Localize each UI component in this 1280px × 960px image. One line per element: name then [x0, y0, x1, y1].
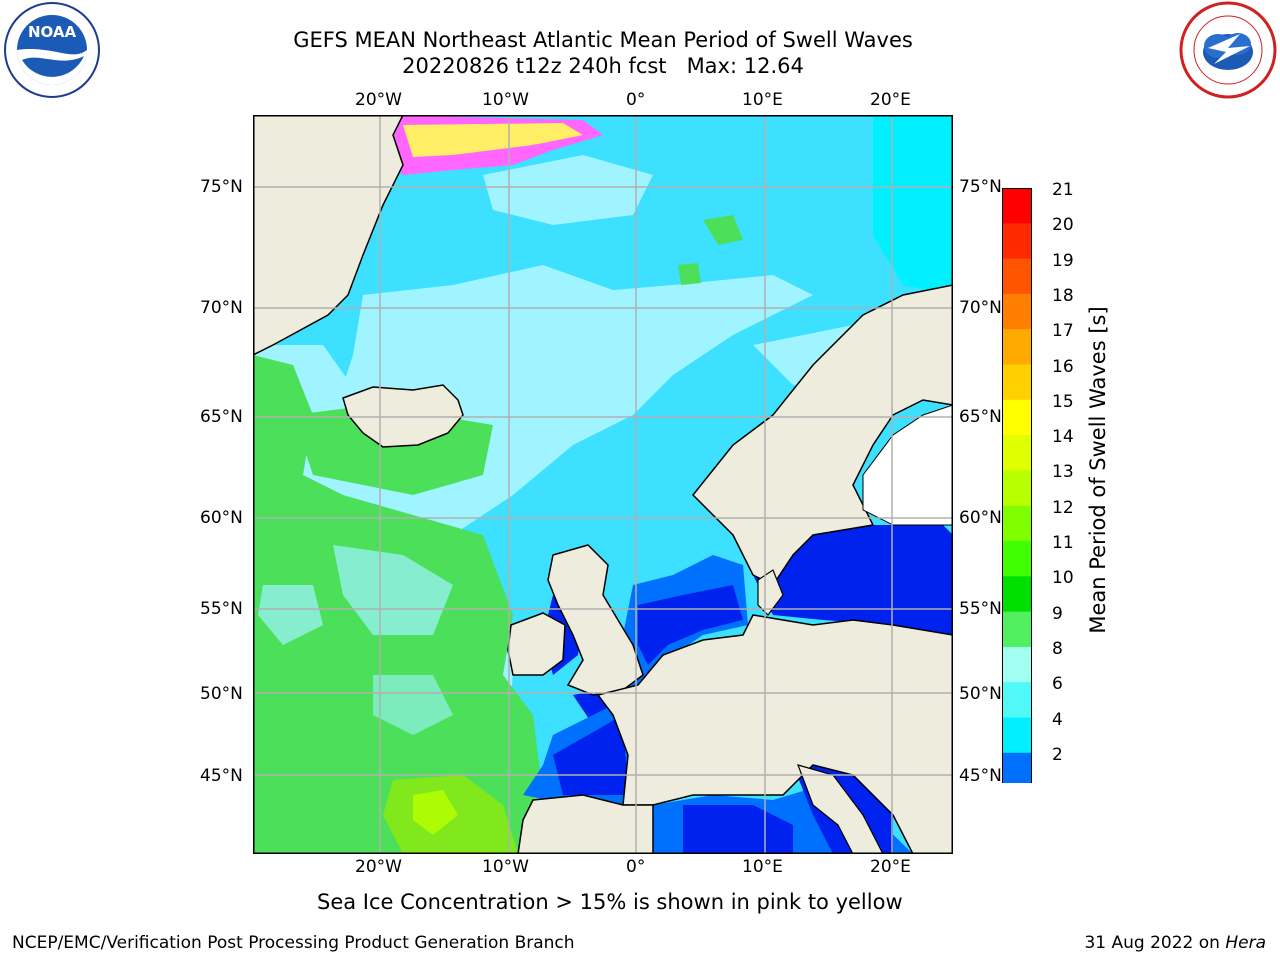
colorbar-tick-label: 6 [1052, 674, 1063, 695]
lat-label-right: 55°N [959, 599, 1002, 619]
colorbar-segment [1002, 364, 1032, 401]
lon-label-top: 20°W [355, 90, 402, 110]
colorbar-tick-label: 19 [1052, 250, 1074, 271]
colorbar-tick-label: 15 [1052, 391, 1074, 412]
footer-date-text: 31 Aug 2022 on [1084, 933, 1226, 953]
colorbar-tick-label: 20 [1052, 215, 1074, 236]
noaa-logo: NOAA [2, 0, 102, 100]
colorbar-tick-label: 13 [1052, 462, 1074, 483]
lat-label-left: 70°N [200, 298, 243, 318]
lat-label-left: 55°N [200, 599, 243, 619]
graticule [253, 115, 953, 854]
colorbar-ticks: 21 20 19 18 17 16 15 14 13 12 11 10 9 8 6 4 2 [1052, 180, 1092, 765]
noaa-logo-text: NOAA [28, 23, 77, 41]
colorbar-tick-label: 18 [1052, 285, 1074, 306]
colorbar-tick-label: 10 [1052, 568, 1074, 589]
lon-label-bottom: 10°E [742, 857, 783, 877]
lat-label-left: 75°N [200, 177, 243, 197]
colorbar-tick-label: 11 [1052, 533, 1074, 553]
lat-label-left: 65°N [200, 407, 243, 427]
colorbar-tick-label: 8 [1052, 638, 1063, 659]
colorbar-segment [1002, 682, 1032, 718]
lat-label-right: 70°N [959, 298, 1002, 318]
colorbar-segment [1002, 717, 1032, 754]
footer-host: Hera [1225, 933, 1266, 953]
colorbar-segment [1002, 188, 1032, 224]
lon-label-bottom: 20°E [870, 857, 911, 877]
colorbar-segment [1002, 576, 1032, 613]
colorbar-tick-label: 14 [1052, 427, 1074, 448]
colorbar-segment [1002, 223, 1032, 260]
colorbar-segment [1002, 399, 1032, 436]
colorbar-segment [1002, 258, 1032, 295]
colorbar-graphic [1001, 188, 1033, 820]
footer-date: 31 Aug 2022 on Hera [1084, 933, 1266, 953]
lon-label-bottom: 20°W [355, 857, 402, 877]
lat-label-right: 45°N [959, 766, 1002, 786]
colorbar-segment [1002, 435, 1032, 471]
lat-label-left: 60°N [200, 508, 243, 528]
lat-label-right: 75°N [959, 177, 1002, 197]
map-title: GEFS MEAN Northeast Atlantic Mean Period… [293, 28, 913, 52]
lon-label-top: 10°E [742, 90, 783, 110]
sea-ice-note: Sea Ice Concentration > 15% is shown in … [317, 890, 903, 914]
colorbar-segment [1002, 293, 1032, 330]
lon-label-top: 0° [626, 90, 646, 110]
colorbar-segment [1002, 646, 1032, 683]
lat-label-right: 60°N [959, 508, 1002, 528]
colorbar-segment [1002, 505, 1032, 542]
lon-label-top: 20°E [870, 90, 911, 110]
colorbar [1001, 188, 1038, 820]
colorbar-tick-label: 9 [1052, 603, 1063, 624]
colorbar-label: Mean Period of Swell Waves [s] [1086, 306, 1110, 634]
footer-branch: NCEP/EMC/Verification Post Processing Pr… [12, 933, 575, 953]
lon-label-bottom: 0° [626, 857, 646, 877]
map-subtitle: 20220826 t12z 240h fcst Max: 12.64 [402, 54, 804, 78]
lat-label-right: 65°N [959, 407, 1002, 427]
colorbar-tick-label: 4 [1052, 709, 1063, 730]
map-frame [253, 115, 953, 854]
lon-label-top: 10°W [482, 90, 529, 110]
colorbar-segment [1002, 470, 1032, 507]
nws-logo [1178, 0, 1278, 100]
colorbar-segment [1002, 611, 1032, 648]
lat-label-left: 50°N [200, 684, 243, 704]
colorbar-tick-label: 12 [1052, 497, 1074, 518]
colorbar-tick-label: 21 [1052, 180, 1074, 200]
colorbar-segment [1002, 329, 1032, 365]
colorbar-tick-label: 16 [1052, 356, 1074, 377]
colorbar-segment [1002, 752, 1032, 789]
lat-label-left: 45°N [200, 766, 243, 786]
lon-label-bottom: 10°W [482, 857, 529, 877]
lat-label-right: 50°N [959, 684, 1002, 704]
swell-period-map [253, 115, 953, 854]
colorbar-tick-label: 17 [1052, 321, 1074, 342]
colorbar-tick-label: 2 [1052, 744, 1063, 765]
colorbar-segment [1002, 541, 1032, 577]
